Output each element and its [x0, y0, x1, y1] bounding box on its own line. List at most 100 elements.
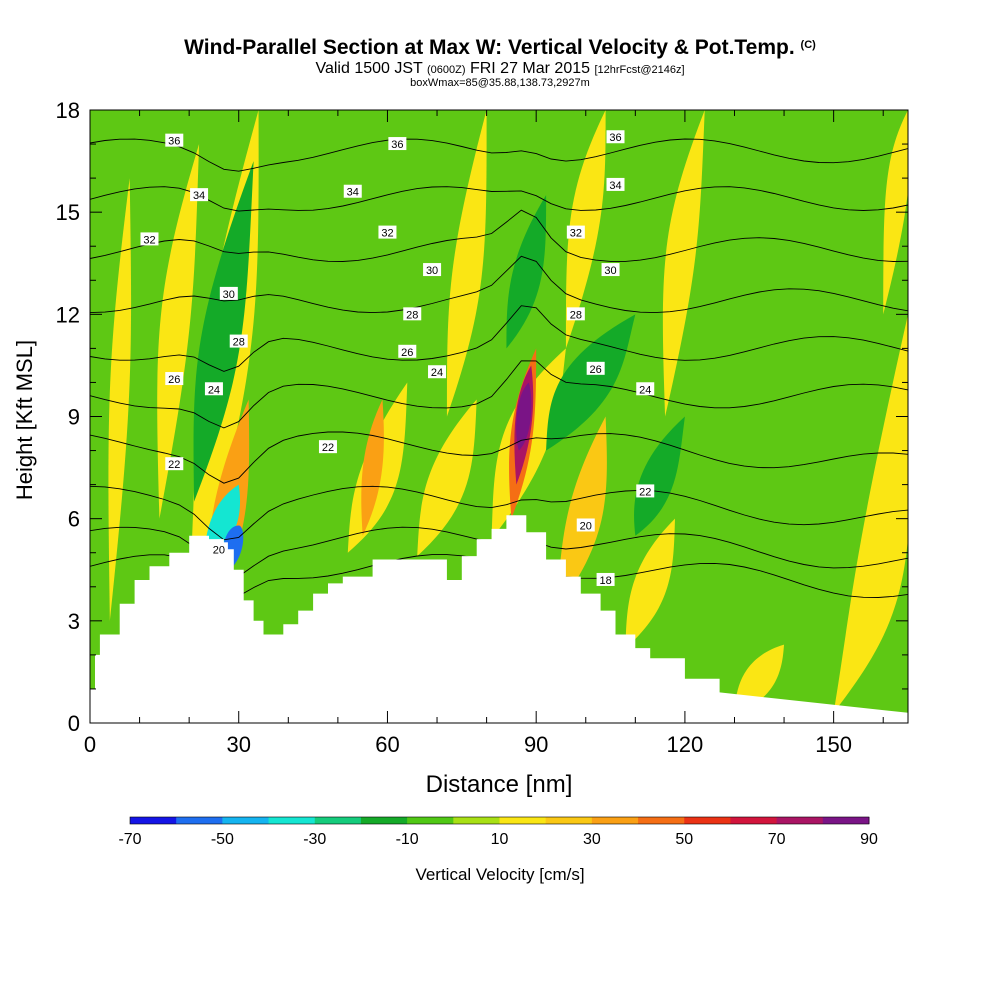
copyright-mark: (C) — [800, 39, 816, 51]
contour-label-23: 22 — [636, 484, 655, 498]
contour-label-21: 22 — [165, 457, 184, 471]
velocity-feature-11 — [516, 382, 532, 451]
contour-label-box — [318, 440, 337, 454]
velocity-feature-12 — [506, 195, 547, 349]
contour-label-text: 30 — [604, 265, 616, 277]
contour-label-box — [566, 225, 585, 239]
colorbar-frame — [129, 816, 870, 825]
contour-label-box — [204, 382, 223, 396]
x-axis-label: Distance [nm] — [426, 771, 573, 798]
contour-label-16: 26 — [398, 344, 417, 359]
velocity-feature-7 — [417, 399, 477, 557]
contour-label-box — [219, 286, 238, 300]
contour-label-box — [209, 542, 228, 556]
valid-utc: (0600Z) — [426, 64, 466, 76]
contour-label-text: 32 — [570, 228, 582, 240]
colorbar-swatch — [407, 817, 454, 824]
contour-label-text: 28 — [233, 337, 245, 349]
contour-label-26: 18 — [596, 572, 615, 587]
valid-time: Valid 1500 JST — [315, 60, 423, 77]
velocity-feature-24 — [883, 110, 908, 315]
plot-area: 36 36 36 34 34 34 32 32 32 30 30 30 28 28 28 26 26 26 24 24… — [90, 110, 908, 723]
theta-contour-34 — [90, 186, 908, 212]
contour-label-box — [378, 225, 397, 239]
velocity-feature-23 — [833, 314, 908, 713]
contour-label-text: 20 — [580, 520, 592, 532]
x-tick-label: 120 — [667, 732, 704, 757]
contour-label-6: 32 — [140, 232, 159, 246]
velocity-feature-17 — [157, 144, 200, 519]
contour-label-0: 36 — [165, 133, 184, 148]
y-tick-label: 0 — [68, 711, 80, 736]
theta-contour-36 — [90, 138, 908, 172]
colorbar-swatch — [684, 817, 731, 824]
contour-label-text: 36 — [168, 136, 180, 148]
forecast-info: [12hrFcst@2146z] — [594, 64, 685, 76]
box-info: boxWmax=85@35.88,138.73,2927m — [410, 77, 590, 89]
contour-label-25: 20 — [576, 518, 595, 532]
colorbar-swatch — [176, 817, 223, 824]
colorbar-tick-label: -10 — [396, 831, 419, 848]
contour-label-12: 28 — [229, 334, 248, 349]
contour-label-14: 28 — [566, 307, 585, 321]
x-tick-label: 60 — [375, 732, 399, 757]
y-tick-label: 6 — [68, 507, 80, 532]
contour-label-text: 22 — [322, 442, 334, 454]
theta-contour-28 — [90, 305, 908, 372]
chart-subtitle: Valid 1500 JST (0600Z) FRI 27 Mar 2015 [… — [0, 60, 1000, 78]
theta-contour-26 — [90, 360, 908, 429]
theta-contour-30 — [90, 255, 908, 314]
contour-label-19: 24 — [428, 365, 447, 379]
velocity-feature-21 — [108, 178, 132, 621]
colorbar-tick-label: 70 — [768, 831, 786, 848]
velocity-feature-6 — [361, 399, 384, 536]
velocity-feature-19 — [565, 110, 606, 349]
colorbar-swatch — [130, 817, 177, 824]
colorbar: -70 -50 -30 -10 10 30 50 70 90 — [118, 816, 878, 848]
contour-label-text: 22 — [168, 459, 180, 471]
x-tick-label: 90 — [524, 732, 548, 757]
colorbar-swatch — [222, 817, 270, 824]
contour-label-text: 34 — [347, 187, 359, 199]
y-tick-label: 15 — [56, 200, 80, 225]
contour-label-text: 22 — [639, 486, 651, 498]
contour-label-22: 22 — [318, 440, 337, 454]
y-tick-label: 9 — [68, 405, 80, 430]
contour-label-text: 20 — [213, 544, 225, 556]
contour-label-box — [165, 457, 184, 471]
velocity-feature-2 — [193, 161, 254, 502]
contour-label-8: 32 — [566, 225, 585, 240]
contour-label-text: 26 — [168, 374, 180, 386]
x-tick-label: 150 — [815, 732, 852, 757]
colorbar-swatch — [360, 817, 408, 824]
colorbar-swatch — [499, 817, 547, 824]
colorbar-tick-label: 10 — [491, 831, 509, 848]
contour-label-text: 28 — [570, 309, 582, 321]
contour-label-text: 28 — [406, 309, 418, 321]
colorbar-swatch — [314, 817, 362, 824]
y-tick-label: 12 — [56, 302, 80, 327]
colorbar-tick-label: -50 — [211, 831, 234, 848]
colorbar-swatch — [730, 817, 778, 824]
contour-label-box — [601, 263, 620, 277]
valid-date: FRI 27 Mar 2015 — [469, 60, 591, 77]
velocity-feature-18 — [662, 110, 705, 417]
contour-label-text: 36 — [609, 132, 621, 144]
velocity-feature-20 — [446, 110, 487, 417]
contour-label-box — [636, 382, 655, 396]
y-tick-label: 18 — [56, 98, 80, 123]
contour-label-box — [586, 361, 605, 375]
chart-title-text: Wind-Parallel Section at Max W: Vertical… — [184, 36, 795, 59]
velocity-field — [108, 110, 908, 713]
contour-label-box — [428, 365, 447, 379]
velocity-feature-16 — [625, 518, 675, 649]
colorbar-swatch — [822, 817, 870, 824]
contour-label-box — [403, 307, 422, 321]
contour-label-text: 36 — [391, 139, 403, 151]
contour-label-11: 30 — [601, 263, 620, 277]
contour-label-text: 34 — [609, 180, 621, 192]
theta-contour-24 — [90, 431, 908, 484]
contour-label-box — [423, 263, 442, 277]
contour-label-20: 24 — [636, 382, 655, 396]
